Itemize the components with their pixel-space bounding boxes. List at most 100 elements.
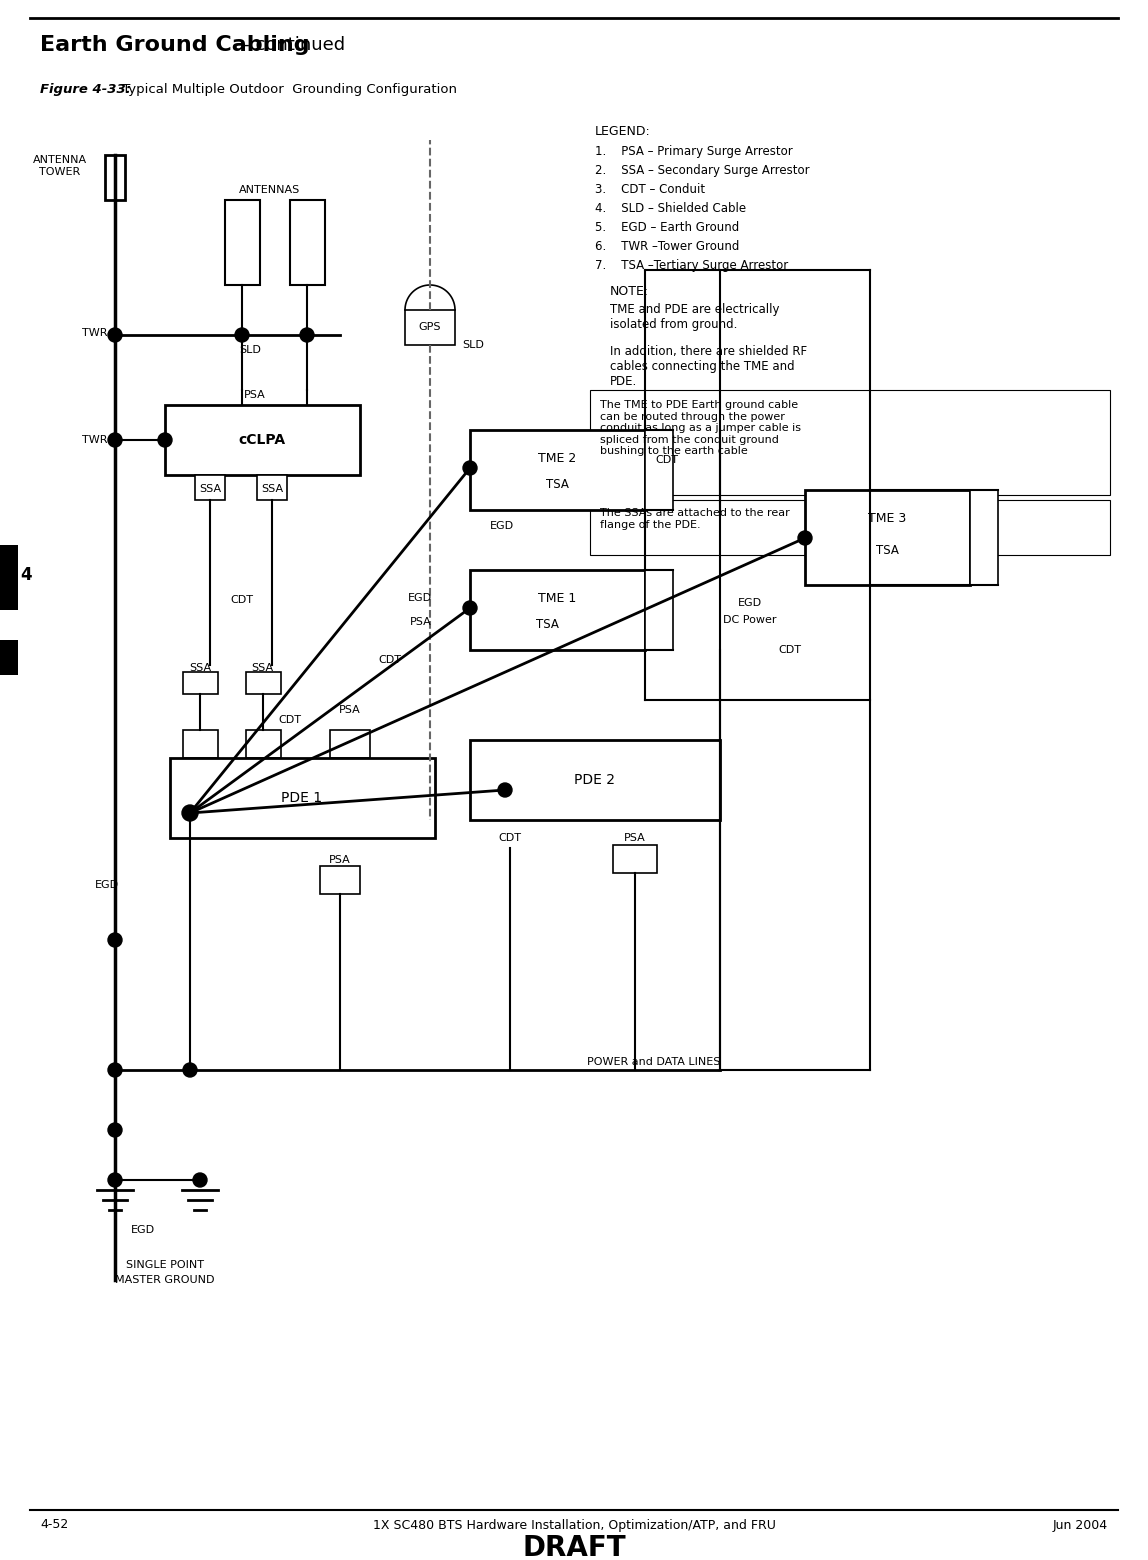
Circle shape xyxy=(498,783,512,797)
Text: cCLPA: cCLPA xyxy=(239,434,286,448)
Text: In addition, there are shielded RF
cables connecting the TME and
PDE.: In addition, there are shielded RF cable… xyxy=(610,345,807,388)
Text: ANTENNA: ANTENNA xyxy=(33,154,87,165)
Bar xyxy=(0,640,18,675)
Text: Earth Ground Cabling: Earth Ground Cabling xyxy=(40,34,310,55)
Text: SSA: SSA xyxy=(189,663,211,672)
Bar xyxy=(470,431,645,510)
Text: CDT: CDT xyxy=(379,655,402,665)
Text: PSA: PSA xyxy=(410,618,432,627)
Text: CDT: CDT xyxy=(656,456,678,465)
Text: 3.    CDT – Conduit: 3. CDT – Conduit xyxy=(595,183,705,197)
Text: CDT: CDT xyxy=(231,594,254,605)
Bar xyxy=(183,672,218,694)
Text: 4: 4 xyxy=(20,566,32,583)
Bar xyxy=(290,200,325,285)
Bar xyxy=(645,431,673,510)
Text: TME 2: TME 2 xyxy=(538,451,576,465)
Text: TME 1: TME 1 xyxy=(538,591,576,604)
Bar xyxy=(246,672,281,694)
Circle shape xyxy=(108,328,122,342)
Text: 4.    SLD – Shielded Cable: 4. SLD – Shielded Cable xyxy=(595,201,746,215)
Text: PSA: PSA xyxy=(339,705,360,714)
Circle shape xyxy=(235,328,249,342)
Bar xyxy=(470,569,645,651)
Circle shape xyxy=(108,434,122,448)
Bar xyxy=(170,758,435,838)
Text: EGD: EGD xyxy=(738,597,762,608)
Text: CDT: CDT xyxy=(279,714,302,725)
Text: NOTE:: NOTE: xyxy=(610,285,649,298)
Text: TSA: TSA xyxy=(536,618,558,632)
Bar xyxy=(320,866,360,894)
Text: EGD: EGD xyxy=(95,880,119,891)
Bar xyxy=(590,390,1110,495)
Text: Figure 4-33:: Figure 4-33: xyxy=(40,84,131,97)
Bar xyxy=(0,544,18,610)
Text: 4-52: 4-52 xyxy=(40,1518,68,1532)
Circle shape xyxy=(193,1173,207,1187)
Text: 7.    TSA –Tertiary Surge Arrestor: 7. TSA –Tertiary Surge Arrestor xyxy=(595,259,789,271)
Text: – continued: – continued xyxy=(235,36,346,55)
Bar xyxy=(104,154,125,200)
Circle shape xyxy=(158,434,172,448)
Bar xyxy=(645,569,673,651)
Text: SINGLE POINT: SINGLE POINT xyxy=(126,1260,204,1270)
Text: 1.    PSA – Primary Surge Arrestor: 1. PSA – Primary Surge Arrestor xyxy=(595,145,793,158)
Circle shape xyxy=(798,530,812,544)
Text: TSA: TSA xyxy=(545,479,568,491)
Text: POWER and DATA LINES: POWER and DATA LINES xyxy=(587,1058,720,1067)
Bar xyxy=(225,200,259,285)
Text: CDT: CDT xyxy=(498,833,521,842)
Text: Typical Multiple Outdoor  Grounding Configuration: Typical Multiple Outdoor Grounding Confi… xyxy=(118,84,457,97)
Bar xyxy=(329,730,370,758)
Text: SSA: SSA xyxy=(199,484,222,495)
Circle shape xyxy=(463,462,478,474)
Text: The SSAs are attached to the rear
flange of the PDE.: The SSAs are attached to the rear flange… xyxy=(600,509,790,529)
Text: SLD: SLD xyxy=(461,340,483,349)
Text: PSA: PSA xyxy=(245,390,266,399)
Text: MASTER GROUND: MASTER GROUND xyxy=(115,1275,215,1285)
Circle shape xyxy=(108,1123,122,1137)
Circle shape xyxy=(108,933,122,947)
Bar xyxy=(970,490,998,585)
Circle shape xyxy=(108,1062,122,1076)
Circle shape xyxy=(183,805,197,821)
Bar xyxy=(183,730,218,758)
Text: TWR: TWR xyxy=(82,328,107,339)
Text: ANTENNAS: ANTENNAS xyxy=(240,186,301,195)
Text: TME 3: TME 3 xyxy=(868,512,906,524)
Text: EGD: EGD xyxy=(408,593,432,604)
Text: PDE 2: PDE 2 xyxy=(574,774,615,786)
Text: 2.    SSA – Secondary Surge Arrestor: 2. SSA – Secondary Surge Arrestor xyxy=(595,164,809,176)
Circle shape xyxy=(108,1173,122,1187)
Bar xyxy=(470,739,720,821)
Text: TWR: TWR xyxy=(82,435,107,445)
Bar xyxy=(590,501,1110,555)
Text: SSA: SSA xyxy=(251,663,273,672)
Text: DC Power: DC Power xyxy=(723,615,777,626)
Text: SLD: SLD xyxy=(239,345,261,356)
Text: TME and PDE are electrically
isolated from ground.: TME and PDE are electrically isolated fr… xyxy=(610,303,779,331)
Text: 5.    EGD – Earth Ground: 5. EGD – Earth Ground xyxy=(595,222,739,234)
Text: SSA: SSA xyxy=(261,484,284,495)
Text: LEGEND:: LEGEND: xyxy=(595,125,651,137)
Bar xyxy=(195,474,225,501)
Text: PSA: PSA xyxy=(625,833,646,842)
Text: DRAFT: DRAFT xyxy=(522,1533,626,1560)
Text: GPS: GPS xyxy=(419,321,441,332)
Bar xyxy=(246,730,281,758)
Text: EGD: EGD xyxy=(131,1225,155,1236)
Text: 6.    TWR –Tower Ground: 6. TWR –Tower Ground xyxy=(595,240,739,253)
Circle shape xyxy=(183,1062,197,1076)
Text: 1X SC480 BTS Hardware Installation, Optimization/ATP, and FRU: 1X SC480 BTS Hardware Installation, Opti… xyxy=(373,1518,775,1532)
Text: PDE 1: PDE 1 xyxy=(281,791,323,805)
Text: TSA: TSA xyxy=(876,543,899,557)
Text: Jun 2004: Jun 2004 xyxy=(1053,1518,1108,1532)
Bar xyxy=(805,490,970,585)
Text: EGD: EGD xyxy=(490,521,514,530)
Bar xyxy=(613,846,657,874)
Text: CDT: CDT xyxy=(778,644,801,655)
Circle shape xyxy=(300,328,315,342)
Text: TOWER: TOWER xyxy=(39,167,80,176)
Bar xyxy=(405,310,455,345)
